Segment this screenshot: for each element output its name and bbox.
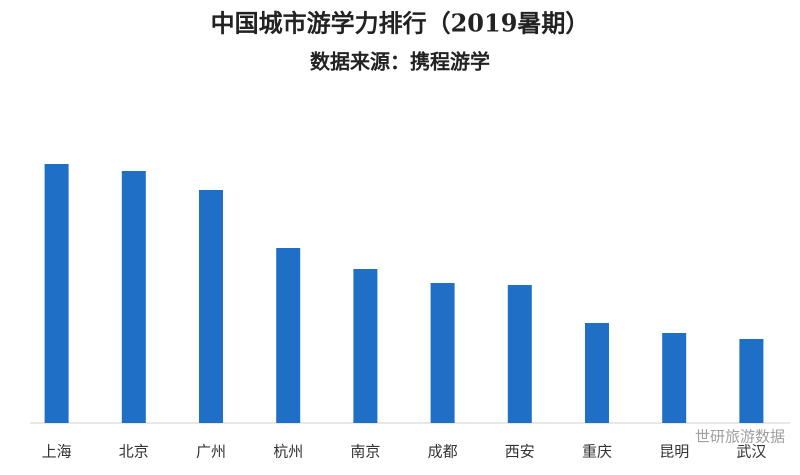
x-tick-label: 重庆 bbox=[582, 443, 612, 461]
chart-subtitle: 数据来源：携程游学 bbox=[310, 50, 490, 74]
bar bbox=[739, 339, 764, 423]
bar bbox=[430, 283, 455, 423]
bar bbox=[353, 269, 378, 423]
x-tick-label: 广州 bbox=[196, 443, 226, 461]
bar bbox=[121, 171, 146, 423]
watermark: 世研旅游数据 bbox=[695, 428, 785, 446]
bar bbox=[199, 190, 223, 423]
chart-title: 中国城市游学力排行（2019暑期） bbox=[211, 9, 590, 38]
x-tick-label: 北京 bbox=[119, 443, 149, 461]
bar bbox=[276, 248, 301, 423]
x-tick-label: 武汉 bbox=[736, 443, 766, 461]
x-tick-label: 昆明 bbox=[659, 443, 689, 461]
x-tick-label: 南京 bbox=[350, 443, 380, 461]
bar bbox=[662, 333, 687, 423]
bar bbox=[585, 323, 609, 423]
x-tick-label: 上海 bbox=[42, 443, 72, 461]
bar bbox=[44, 164, 69, 423]
x-tick-label: 杭州 bbox=[273, 443, 303, 461]
bar bbox=[507, 285, 532, 423]
x-tick-label: 成都 bbox=[428, 443, 458, 461]
x-tick-label: 西安 bbox=[505, 443, 535, 461]
